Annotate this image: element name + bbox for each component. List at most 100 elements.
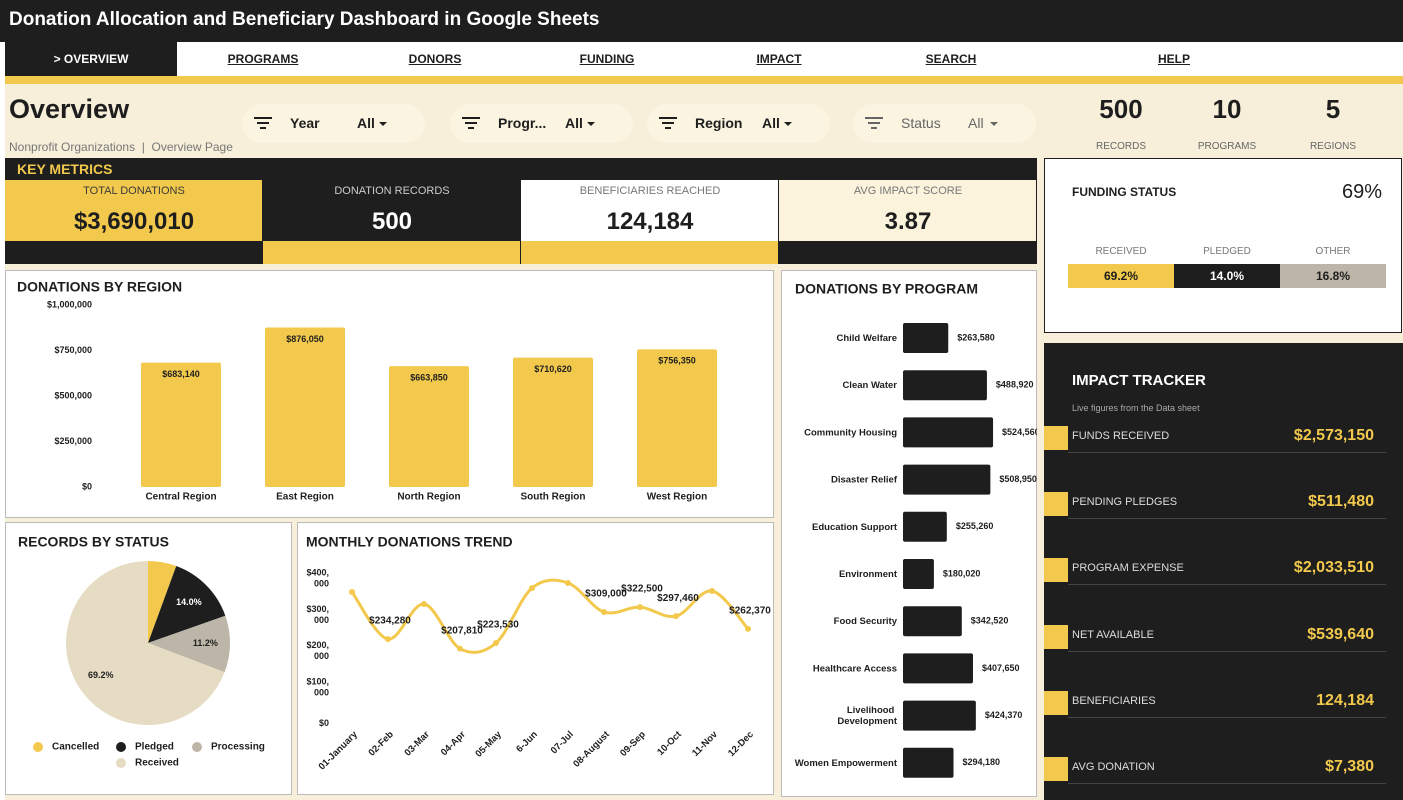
filter-icon <box>868 122 880 124</box>
data-label: $342,520 <box>971 616 1009 626</box>
header-title: Donation Allocation and Beneficiary Dash… <box>9 9 600 30</box>
y-tick-label: $200, 000 <box>306 640 329 661</box>
data-label: $294,180 <box>963 757 1001 767</box>
nav-tab[interactable]: HELP <box>1157 52 1190 66</box>
trend-point <box>673 613 679 620</box>
filter-icon <box>462 117 480 119</box>
filter-pill[interactable] <box>647 104 830 143</box>
nav-bar <box>0 42 1403 76</box>
data-label: $309,000 <box>585 589 627 600</box>
bar <box>637 349 717 487</box>
funding-title: FUNDING STATUS <box>1072 185 1177 199</box>
filter-pill[interactable] <box>450 104 633 143</box>
metric-label: TOTAL DONATIONS <box>83 185 185 197</box>
counter-label: RECORDS <box>1095 141 1146 152</box>
impact-value: $2,573,150 <box>1293 427 1374 444</box>
impact-marker <box>1044 558 1068 583</box>
nav-tab[interactable]: PROGRAMS <box>227 52 299 66</box>
status-chart: RECORDS BY STATUS 14.0% 11.2% 69.2% Cancelle… <box>5 522 292 795</box>
y-tick-label: Healthcare Access <box>813 663 897 674</box>
nav-tab[interactable]: IMPACT <box>756 52 802 66</box>
impact-label: FUNDS RECEIVED <box>1072 430 1170 442</box>
x-tick-label: Central Region <box>145 492 216 503</box>
y-tick-label: Food Security <box>834 616 898 627</box>
funding-label: OTHER <box>1315 246 1351 257</box>
filter-icon <box>865 117 883 119</box>
x-tick-label: North Region <box>397 492 460 503</box>
data-label: $424,370 <box>985 710 1023 720</box>
pie-slice <box>148 566 226 643</box>
bar <box>903 700 976 731</box>
impact-divider <box>1068 584 1386 586</box>
trend-point <box>565 579 571 586</box>
metric-strip <box>779 241 1037 264</box>
nav-tab[interactable]: SEARCH <box>925 52 977 66</box>
data-label: $407,650 <box>982 663 1020 673</box>
impact-label: PROGRAM EXPENSE <box>1072 562 1184 575</box>
data-label: $756,350 <box>658 356 696 366</box>
filter-icon <box>254 117 272 119</box>
data-label: $180,020 <box>943 568 981 578</box>
trend-point <box>421 601 427 608</box>
impact-label: AVG DONATION <box>1072 761 1155 773</box>
x-tick-label: East Region <box>276 492 334 503</box>
metric-value: $3,690,010 <box>73 208 195 235</box>
metric-value: 3.87 <box>884 208 932 235</box>
nav-tab[interactable]: DONORS <box>408 52 462 66</box>
impact-value: $539,640 <box>1307 625 1374 643</box>
trend-point <box>385 636 391 643</box>
funding-cell: 14.0% <box>1174 264 1280 288</box>
bar <box>265 327 345 487</box>
y-tick-label: $0 <box>82 481 92 491</box>
metric-card <box>779 180 1037 241</box>
pie-slice <box>148 615 230 673</box>
metric-card <box>5 180 263 241</box>
impact-marker <box>1044 426 1068 450</box>
data-label: 14.0% <box>176 597 202 607</box>
metric-label: AVG IMPACT SCORE <box>853 185 963 197</box>
filter-icon <box>662 122 674 124</box>
impact-divider <box>1068 783 1386 784</box>
data-label: $663,850 <box>410 373 448 383</box>
data-label: $508,950 <box>999 474 1037 484</box>
filter-caret <box>784 122 792 126</box>
bar <box>903 747 954 778</box>
metric-card <box>263 180 521 241</box>
filter-pill[interactable] <box>242 104 425 143</box>
data-label: $207,810 <box>441 625 483 636</box>
data-label: $710,620 <box>534 364 572 374</box>
trend-point <box>457 645 463 652</box>
y-tick-label: Community Housing <box>804 427 897 438</box>
legend-label: Processing <box>211 742 265 753</box>
metric-label: BENEFICIARIES REACHED <box>579 185 721 197</box>
funding-label: PLEDGED <box>1203 246 1251 257</box>
y-tick-label: Livelihood Development <box>837 705 897 727</box>
chart-title: DONATIONS BY REGION <box>17 279 182 295</box>
y-tick-label: $1,000,000 <box>47 299 92 309</box>
counter-value: 5 <box>1325 94 1341 124</box>
data-label: $683,140 <box>162 369 200 379</box>
filter-label: Progr... <box>498 115 547 131</box>
impact-subtitle: Live figures from the Data sheet <box>1072 403 1200 413</box>
filter-value: All <box>565 115 583 131</box>
data-label: $297,460 <box>657 593 699 604</box>
data-label: 11.2% <box>193 638 218 648</box>
impact-label: NET AVAILABLE <box>1072 628 1154 641</box>
impact-value: $511,480 <box>1308 493 1374 511</box>
bar <box>389 366 469 487</box>
impact-marker <box>1044 492 1068 517</box>
nav-tab[interactable]: FUNDING <box>579 52 635 66</box>
trend-point <box>745 625 751 632</box>
filter-value: All <box>762 115 780 131</box>
bar <box>903 606 962 637</box>
chart-title: DONATIONS BY PROGRAM <box>795 281 978 297</box>
data-label: 69.2% <box>88 670 114 680</box>
bar <box>903 653 973 684</box>
x-tick-label: South Region <box>521 492 586 503</box>
y-tick-label: Clean Water <box>842 380 897 391</box>
filter-pill[interactable] <box>853 104 1036 143</box>
nav-tab-active[interactable]: > OVERVIEW <box>5 42 177 76</box>
key-metrics-title: KEY METRICS <box>17 161 113 177</box>
counter-value: 10 <box>1212 94 1242 124</box>
impact-value: 124,184 <box>1316 691 1374 709</box>
